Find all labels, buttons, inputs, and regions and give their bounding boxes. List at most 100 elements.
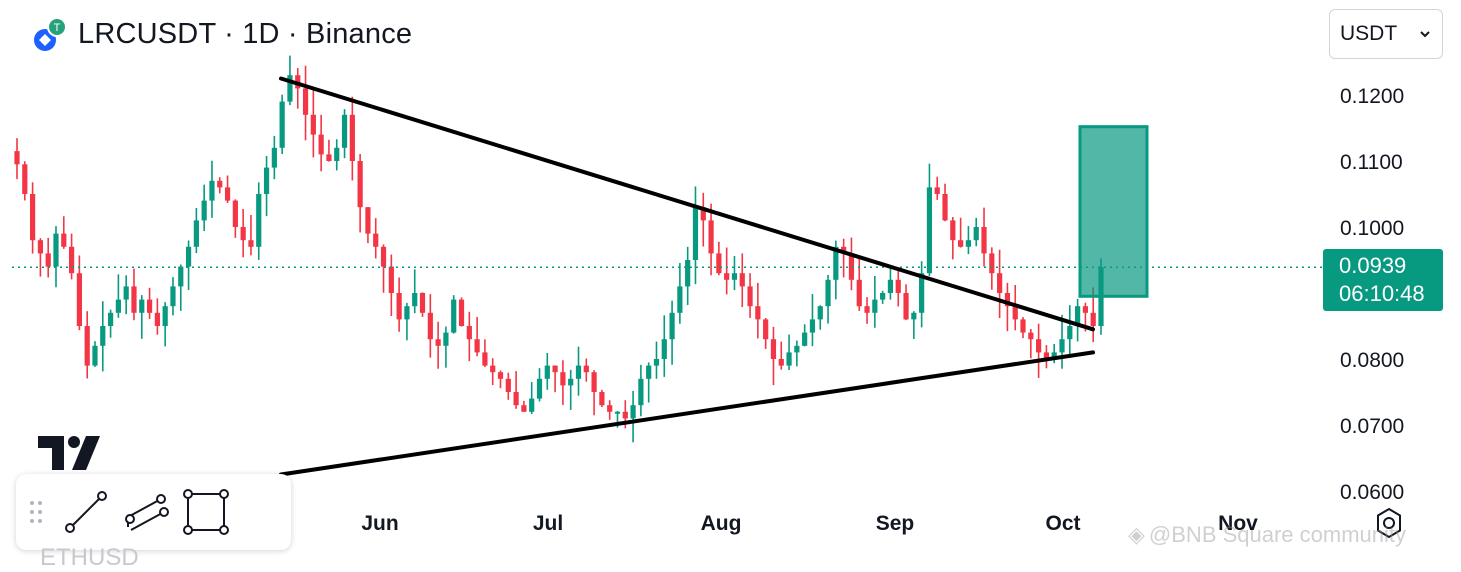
lrc-coin-icon: T — [32, 16, 68, 52]
price-tick-label: 0.0700 — [1340, 415, 1404, 438]
time-axis: Jun Jul Aug Sep Oct Nov — [361, 512, 1258, 535]
candle-body — [240, 227, 246, 241]
candle-body — [864, 306, 870, 313]
candle-body — [1059, 339, 1065, 353]
candle-body — [1051, 352, 1057, 359]
candle-body — [271, 147, 277, 168]
tradingview-logo-icon[interactable] — [38, 436, 100, 475]
trend-line-tool[interactable] — [56, 482, 116, 542]
candle-body — [607, 405, 613, 412]
candle-body — [716, 253, 722, 274]
candle-body — [973, 227, 979, 241]
candle-body — [583, 365, 589, 373]
candle-body — [794, 345, 800, 353]
parallel-channel-tool[interactable] — [116, 482, 176, 542]
time-tick-label: Nov — [1218, 512, 1258, 535]
candle-body — [22, 164, 28, 194]
candle-body — [170, 286, 176, 307]
candle-body — [1020, 319, 1026, 333]
candle-body — [115, 299, 121, 313]
rectangle-tool[interactable] — [176, 482, 236, 542]
candle-body — [217, 180, 223, 188]
candle-body — [731, 273, 738, 280]
candle-body — [310, 114, 316, 135]
time-tick-label: Oct — [1045, 512, 1080, 535]
candle-body — [591, 372, 597, 392]
trendline-drawings — [279, 76, 1095, 477]
candle-body — [622, 411, 628, 419]
candle-body — [412, 293, 418, 307]
candle-body — [934, 187, 940, 194]
drag-handle-icon[interactable] — [16, 497, 56, 527]
candle-body — [380, 246, 387, 267]
trend-line-icon — [65, 491, 107, 533]
last-price-tag: 0.0939 06:10:48 — [1323, 249, 1443, 311]
candle-body — [139, 299, 145, 313]
candle-body — [685, 260, 691, 287]
candle-body — [926, 187, 933, 274]
candle-body — [53, 233, 59, 267]
candle-body — [302, 88, 309, 115]
candle-body — [505, 378, 511, 392]
candle-body — [193, 220, 199, 247]
candle-body — [770, 339, 777, 359]
candle-body — [154, 312, 160, 326]
candle-body — [61, 233, 67, 247]
candle-body — [1012, 306, 1018, 320]
svg-text:T: T — [54, 22, 61, 34]
candle-body — [388, 266, 394, 293]
candle-body — [404, 306, 410, 320]
candle-body — [536, 378, 543, 399]
candle-body — [544, 365, 550, 379]
watermark: ◈ @BNB Square community — [1128, 522, 1406, 548]
candle-body — [482, 352, 488, 366]
candle-body — [825, 279, 831, 307]
candle-body — [513, 392, 519, 406]
candle-body — [349, 114, 355, 161]
candlestick-series — [14, 55, 1104, 443]
candle-body — [497, 372, 504, 379]
candle-body — [919, 273, 925, 313]
target-zone-box[interactable] — [1078, 125, 1149, 298]
candle-body — [435, 339, 441, 346]
descending-resistance-line[interactable] — [279, 76, 1095, 332]
ascending-support-line[interactable] — [279, 350, 1095, 477]
candle-body — [903, 293, 909, 320]
candle-body — [1004, 293, 1011, 307]
candle-body — [68, 246, 75, 274]
candle-body — [1036, 339, 1042, 353]
currency-select[interactable]: USDT — [1329, 9, 1443, 59]
watermark-text: @BNB Square community — [1148, 522, 1407, 547]
candle-body — [365, 207, 371, 234]
price-tick-label: 0.1100 — [1340, 151, 1403, 174]
settings-icon[interactable] — [1372, 506, 1406, 540]
candle-body — [466, 326, 472, 340]
candle-body — [341, 114, 348, 148]
currency-value: USDT — [1340, 22, 1398, 45]
candle-body — [997, 273, 1003, 293]
candle-body — [162, 306, 168, 326]
candle-body — [669, 312, 675, 340]
candle-body — [37, 240, 43, 254]
candle-body — [29, 194, 36, 241]
candle-body — [786, 352, 792, 366]
candle-body — [1075, 306, 1081, 326]
price-tick-label: 0.1200 — [1340, 85, 1404, 108]
candle-body — [856, 279, 862, 307]
symbol-header: T LRCUSDT · 1D · Binance — [32, 14, 412, 54]
candle-body — [958, 240, 964, 247]
candle-body — [232, 200, 238, 227]
candle-body — [287, 75, 293, 102]
time-tick-label: Aug — [701, 512, 742, 535]
candle-body — [209, 180, 215, 201]
price-tick-label: 0.1000 — [1340, 217, 1404, 240]
candle-body — [334, 147, 340, 161]
candle-body — [279, 101, 285, 148]
candle-body — [373, 233, 379, 247]
candle-body — [989, 253, 995, 274]
price-tick-label: 0.0800 — [1340, 349, 1404, 372]
candle-body — [474, 339, 480, 353]
candle-body — [1067, 326, 1073, 340]
candle-body — [724, 273, 730, 280]
